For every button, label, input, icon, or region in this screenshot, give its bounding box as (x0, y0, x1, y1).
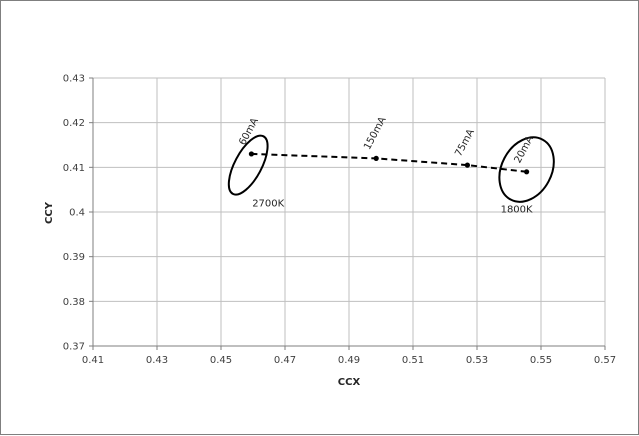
y-tick-label: 0.39 (63, 252, 85, 263)
y-tick-label: 0.38 (63, 297, 85, 308)
x-tick-label: 0.51 (402, 355, 424, 366)
x-tick-label: 0.57 (594, 355, 616, 366)
color-temperature-ellipses (227, 134, 555, 203)
data-point (524, 169, 530, 175)
x-tick-label: 0.55 (530, 355, 552, 366)
ellipse-label: 1800K (501, 205, 533, 216)
y-axis-title: CCY (44, 201, 55, 224)
y-tick-label: 0.43 (63, 74, 85, 85)
tick-labels: 0.41 0.43 0.45 0.47 0.49 0.51 0.53 0.55 0.57 0.43… (63, 74, 616, 367)
x-tick-label: 0.43 (146, 355, 168, 366)
y-tick-label: 0.41 (63, 163, 85, 174)
point-label: 150mA (362, 115, 389, 152)
x-tick-label: 0.45 (210, 355, 232, 366)
point-label: 75mA (453, 127, 477, 158)
point-label: 60mA (237, 116, 261, 147)
data-point (373, 155, 379, 161)
data-point (464, 162, 470, 168)
temperature-ellipse (498, 136, 555, 203)
data-point (248, 151, 254, 157)
x-tick-label: 0.47 (274, 355, 296, 366)
x-tick-label: 0.41 (82, 355, 104, 366)
y-tick-label: 0.4 (69, 208, 85, 219)
grid-lines (89, 77, 606, 350)
temperature-ellipse (227, 134, 269, 196)
ellipse-label: 2700K (252, 199, 284, 210)
series-line (251, 152, 527, 173)
x-tick-label: 0.53 (466, 355, 488, 366)
y-tick-label: 0.42 (63, 118, 85, 129)
point-labels: 60mA 150mA 75mA 20mA 2700K 1800K (237, 115, 536, 216)
point-label: 20mA (513, 134, 537, 165)
y-tick-label: 0.37 (63, 342, 85, 353)
data-series (248, 151, 530, 175)
x-axis-title: CCX (338, 377, 361, 388)
x-tick-label: 0.49 (338, 355, 360, 366)
